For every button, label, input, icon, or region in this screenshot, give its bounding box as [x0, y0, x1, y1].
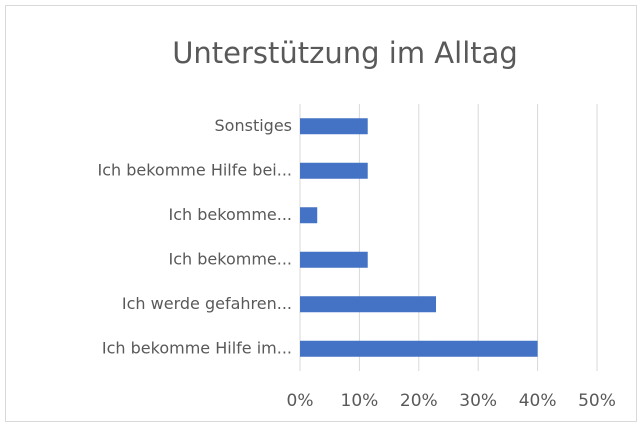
y-tick-label: Ich bekomme... [169, 205, 293, 224]
bar [300, 207, 318, 224]
x-tick-label: 10% [341, 391, 379, 411]
bar [300, 251, 368, 268]
bar [300, 118, 368, 135]
y-tick-label: Sonstiges [215, 116, 292, 135]
x-tick-label: 20% [400, 391, 438, 411]
x-tick-label: 40% [519, 391, 557, 411]
bar [300, 162, 368, 179]
y-tick-label: Ich bekomme... [169, 249, 293, 268]
chart-title: Unterstützung im Alltag [172, 36, 518, 70]
y-tick-label: Ich bekomme Hilfe im... [102, 338, 292, 357]
x-tick-label: 0% [287, 391, 314, 411]
y-tick-label: Ich werde gefahren... [122, 294, 292, 313]
bar [300, 296, 437, 313]
bar [300, 340, 538, 357]
y-tick-label: Ich bekomme Hilfe bei... [97, 160, 292, 179]
x-tick-label: 50% [578, 391, 616, 411]
x-tick-label: 30% [459, 391, 497, 411]
